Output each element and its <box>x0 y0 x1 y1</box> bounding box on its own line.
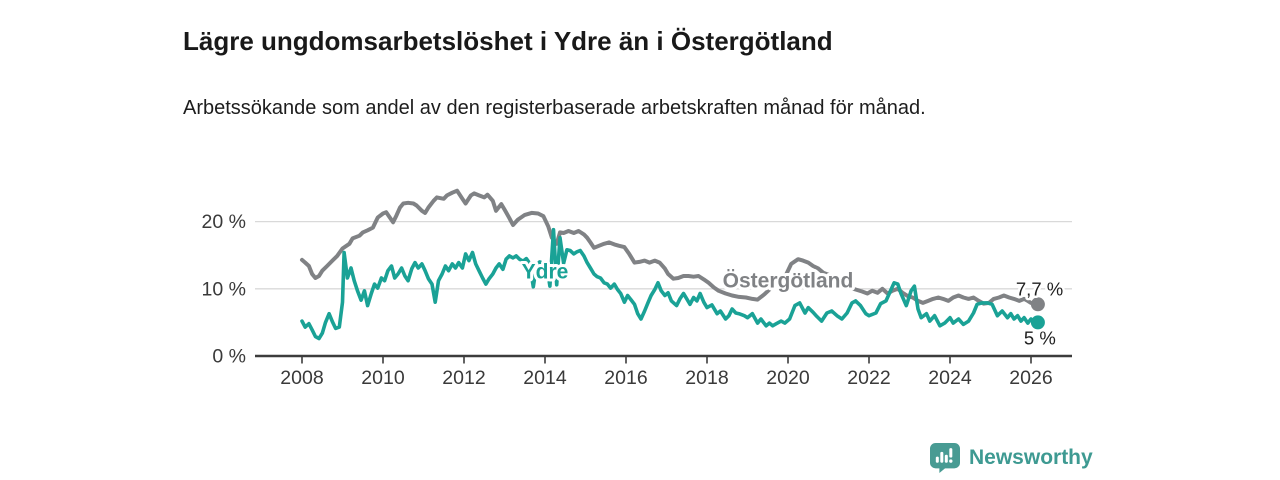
x-tick-label: 2010 <box>361 367 405 389</box>
x-tick-label: 2018 <box>685 367 728 389</box>
newsworthy-logo[interactable]: Newsworthy <box>930 443 1093 473</box>
x-tick-label: 2016 <box>604 367 647 389</box>
chart-title: Lägre ungdomsarbetslöshet i Ydre än i Ös… <box>183 26 833 57</box>
x-tick-label: 2024 <box>928 367 972 389</box>
series-line-ydre <box>300 227 1040 341</box>
newsworthy-wordmark: Newsworthy <box>969 446 1093 469</box>
x-tick-label: 2022 <box>847 367 890 389</box>
series-label-ydre: Ydre <box>522 260 569 283</box>
series-label-ostergotland: Östergötland <box>723 270 854 293</box>
y-tick-label: 0 % <box>212 346 246 368</box>
chart-subtitle: Arbetssökande som andel av den registerb… <box>183 97 926 119</box>
series-line-ostergotland <box>300 188 1040 307</box>
newsworthy-speech-bubble-bar-chart-icon <box>930 443 960 473</box>
end-dot-ydre <box>1030 315 1045 330</box>
mini-bar-chart-glyph <box>935 448 953 463</box>
y-tick-label: 20 % <box>202 211 246 233</box>
x-tick-label: 2020 <box>766 367 810 389</box>
x-tick-label: 2026 <box>1009 367 1052 389</box>
x-tick-label: 2014 <box>523 367 567 389</box>
y-tick-label: 10 % <box>202 278 246 300</box>
end-dot-ostergotland <box>1030 297 1045 312</box>
end-value-label-ydre: 5 % <box>1024 327 1056 348</box>
end-value-label-ostergotland: 7,7 % <box>1016 278 1063 299</box>
x-tick-label: 2008 <box>280 367 323 389</box>
x-tick-label: 2012 <box>442 367 485 389</box>
